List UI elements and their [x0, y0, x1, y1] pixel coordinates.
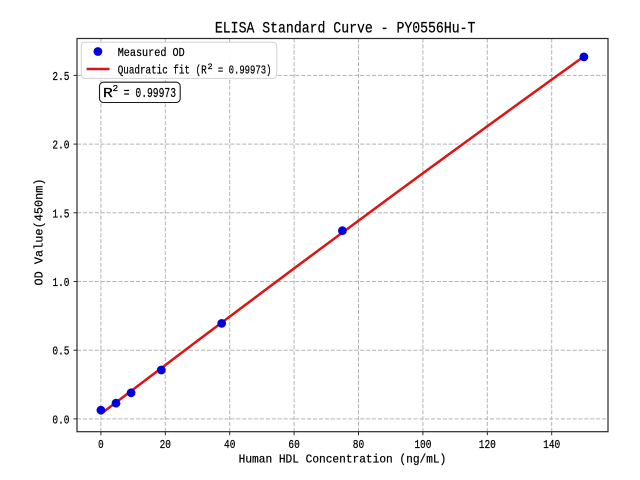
svg-text:= 0.99973): = 0.99973)	[213, 63, 272, 77]
svg-text:2: 2	[208, 62, 213, 72]
svg-text:20: 20	[160, 438, 171, 452]
svg-text:80: 80	[353, 438, 364, 452]
svg-text:ELISA Standard Curve - PY0556H: ELISA Standard Curve - PY0556Hu-T	[215, 19, 476, 37]
svg-text:OD Value(450nm): OD Value(450nm)	[33, 179, 47, 286]
svg-text:0: 0	[98, 438, 104, 452]
svg-text:2.5: 2.5	[52, 70, 69, 84]
svg-text:Human HDL Concentration (ng/mL: Human HDL Concentration (ng/mL)	[239, 453, 447, 467]
svg-text:120: 120	[479, 438, 496, 452]
svg-text:100: 100	[414, 438, 431, 452]
svg-text:= 0.99973: = 0.99973	[118, 86, 176, 102]
svg-text:0.5: 0.5	[52, 345, 69, 359]
svg-text:1.5: 1.5	[52, 207, 69, 221]
svg-text:140: 140	[543, 438, 560, 452]
svg-text:60: 60	[288, 438, 299, 452]
svg-text:0.0: 0.0	[52, 413, 69, 427]
svg-text:Measured OD: Measured OD	[118, 46, 185, 60]
svg-text:1.0: 1.0	[52, 276, 69, 290]
svg-text:2: 2	[113, 83, 119, 94]
svg-text:Quadratic fit (R: Quadratic fit (R	[118, 63, 207, 77]
svg-text:40: 40	[224, 438, 235, 452]
svg-text:2.0: 2.0	[52, 139, 69, 153]
svg-text:R: R	[103, 86, 114, 102]
